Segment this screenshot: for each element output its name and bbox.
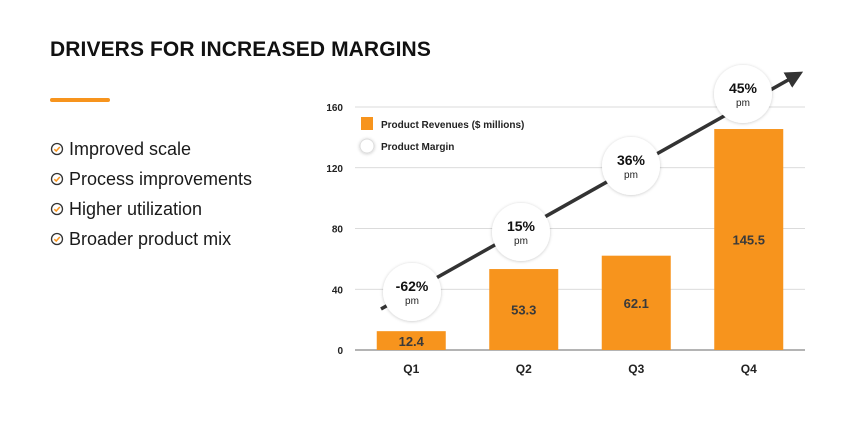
check-circle-icon: [50, 172, 64, 186]
margin-value-label: 15%: [507, 218, 536, 234]
y-tick-label: 40: [332, 285, 344, 296]
margin-unit-label: pm: [405, 296, 419, 307]
slide-title: DRIVERS FOR INCREASED MARGINS: [50, 38, 431, 61]
margin-unit-label: pm: [514, 236, 528, 247]
legend-label-margin: Product Margin: [381, 142, 454, 153]
y-tick-label: 0: [337, 346, 343, 357]
margin-bubble: [383, 263, 441, 321]
driver-text: Improved scale: [69, 138, 192, 159]
legend-swatch-revenue: [361, 117, 373, 130]
driver-item: Broader product mix: [50, 224, 252, 254]
y-tick-label: 120: [326, 164, 343, 175]
bar-value-label: 12.4: [399, 334, 425, 349]
x-tick-label: Q1: [403, 362, 419, 376]
revenue-bar: [489, 269, 559, 350]
driver-text: Process improvements: [69, 168, 253, 189]
driver-list: Improved scale Process improvements High…: [50, 134, 252, 254]
check-circle-icon: [50, 142, 64, 156]
y-tick-label: 160: [326, 103, 343, 114]
revenue-bar: [714, 129, 784, 350]
driver-text: Higher utilization: [69, 198, 203, 219]
margin-unit-label: pm: [736, 98, 750, 109]
margin-value-label: 36%: [617, 152, 646, 168]
margin-value-label: 45%: [729, 80, 758, 96]
revenue-bar: [376, 331, 446, 350]
legend-swatch-margin: [359, 138, 375, 154]
x-tick-label: Q4: [741, 362, 757, 376]
x-tick-label: Q3: [628, 362, 644, 376]
margin-bubble: [714, 65, 772, 123]
y-tick-label: 80: [332, 225, 344, 236]
bar-value-label: 62.1: [624, 296, 649, 311]
legend-label-revenue: Product Revenues ($ millions): [381, 120, 524, 131]
check-circle-icon: [50, 202, 64, 216]
revenue-bar: [601, 255, 671, 350]
title-accent-bar: [50, 98, 110, 102]
margin-bubble: [492, 203, 550, 261]
driver-text: Broader product mix: [69, 228, 232, 249]
driver-item: Higher utilization: [50, 194, 252, 224]
margin-unit-label: pm: [624, 170, 638, 181]
bar-value-label: 145.5: [732, 233, 765, 248]
driver-item: Improved scale: [50, 134, 252, 164]
bar-value-label: 53.3: [511, 303, 536, 318]
driver-item: Process improvements: [50, 164, 252, 194]
x-tick-label: Q2: [516, 362, 532, 376]
margin-value-label: -62%: [396, 278, 429, 294]
check-circle-icon: [50, 232, 64, 246]
margin-bubble: [602, 137, 660, 195]
